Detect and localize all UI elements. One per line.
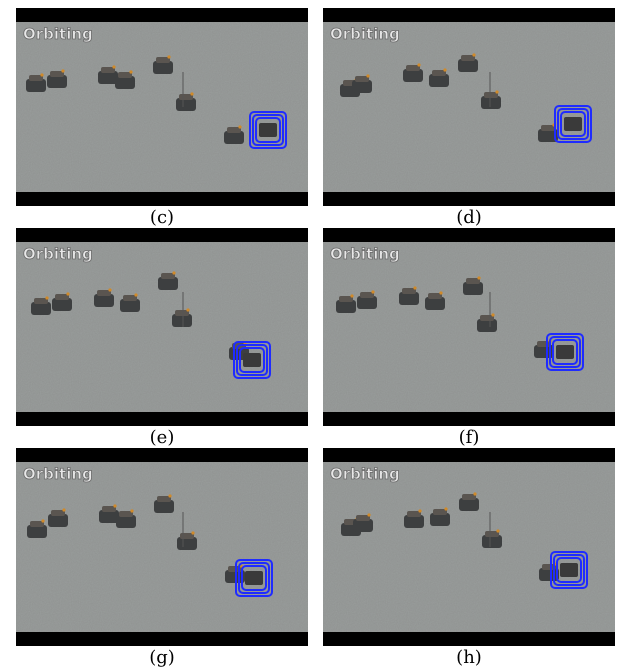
robot-light <box>477 276 480 279</box>
robot-light <box>40 73 43 76</box>
target-robot <box>556 345 574 359</box>
overlay-label: Orbiting <box>330 25 400 43</box>
panel: Orbiting <box>16 448 308 646</box>
robot-light <box>61 69 64 72</box>
caption: (f) <box>459 427 480 448</box>
robot-light <box>108 288 111 291</box>
robot-light <box>413 286 416 289</box>
caption: (h) <box>456 647 482 668</box>
robot-light <box>191 531 194 534</box>
robot-light <box>190 92 193 95</box>
overlay-label: Orbiting <box>330 465 400 483</box>
overlay-label: Orbiting <box>23 25 93 43</box>
robot-light <box>66 292 69 295</box>
robot-light <box>172 271 175 274</box>
floor <box>323 462 615 632</box>
robot-light <box>496 529 499 532</box>
robot-light <box>418 509 421 512</box>
robot-light <box>444 507 447 510</box>
robot-light <box>186 308 189 311</box>
target-robot <box>560 563 578 577</box>
robot-light <box>371 290 374 293</box>
robot-light <box>167 55 170 58</box>
floor <box>16 22 308 192</box>
robot-light <box>134 293 137 296</box>
robot-light <box>473 492 476 495</box>
target-robot <box>245 571 263 585</box>
floor <box>16 462 308 632</box>
overlay-label: Orbiting <box>23 465 93 483</box>
panel: Orbiting <box>323 448 615 646</box>
robot-light <box>417 63 420 66</box>
caption: (d) <box>456 207 482 228</box>
robot-light <box>439 291 442 294</box>
robot-light <box>41 519 44 522</box>
floor <box>323 242 615 412</box>
robot-light <box>129 70 132 73</box>
target-robot <box>259 123 277 137</box>
panel: Orbiting <box>16 228 308 426</box>
overlay-label: Orbiting <box>330 245 400 263</box>
robot-light <box>112 65 115 68</box>
robot-light <box>495 90 498 93</box>
robot-light <box>366 74 369 77</box>
panel: Orbiting <box>323 228 615 426</box>
caption: (e) <box>150 427 175 448</box>
robot-light <box>168 494 171 497</box>
robot-light <box>238 125 241 128</box>
caption: (g) <box>149 647 175 668</box>
robot-light <box>350 294 353 297</box>
robot-light <box>62 508 65 511</box>
panel: Orbiting <box>323 8 615 206</box>
robot-light <box>130 509 133 512</box>
robot-light <box>367 513 370 516</box>
overlay-label: Orbiting <box>23 245 93 263</box>
figure: Orbiting (c) Orbiting (d) Orbiting (e) Orbitin… <box>0 0 619 671</box>
caption: (c) <box>150 207 174 228</box>
robot-light <box>113 504 116 507</box>
robot-light <box>45 296 48 299</box>
panel: Orbiting <box>16 8 308 206</box>
robot-light <box>443 68 446 71</box>
target-robot <box>243 353 261 367</box>
target-robot <box>564 117 582 131</box>
robot-light <box>491 313 494 316</box>
robot-light <box>472 53 475 56</box>
floor <box>16 242 308 412</box>
